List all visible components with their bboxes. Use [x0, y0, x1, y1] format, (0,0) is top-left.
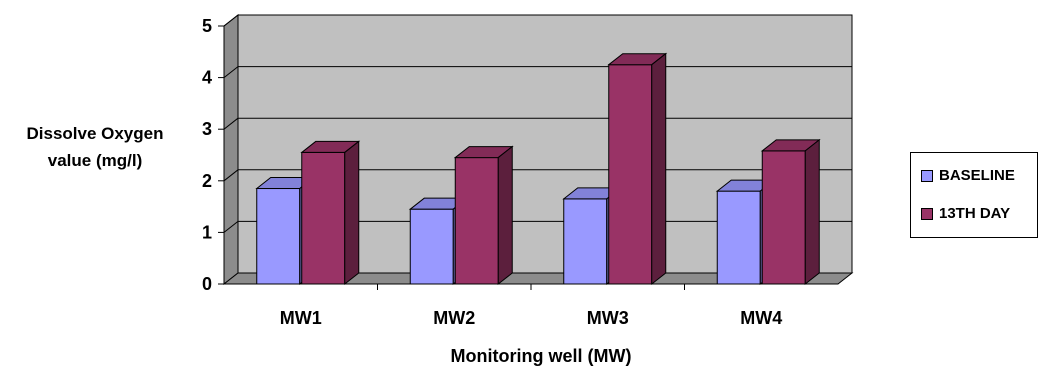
legend-label-baseline: BASELINE: [939, 167, 1015, 184]
x-axis-label: Monitoring well (MW): [451, 346, 632, 366]
y-tick-label: 1: [202, 222, 212, 242]
y-tick-label: 0: [202, 274, 212, 294]
bar-side: [497, 145, 513, 286]
gridline-depth: [223, 14, 239, 27]
legend-swatch-13th-day: [921, 207, 933, 220]
y-tick-label: 4: [202, 68, 212, 88]
legend: BASELINE 13TH DAY: [910, 152, 1038, 238]
x-axis-ticks: MW1 MW2 MW3 MW4: [224, 283, 838, 328]
x-tick-label: MW2: [433, 308, 475, 328]
plot-side-wall: [223, 13, 239, 286]
bar-front: [761, 150, 806, 285]
bar-side: [804, 138, 820, 286]
bar-front: [409, 208, 454, 285]
x-tick-label: MW1: [280, 308, 322, 328]
bar-front: [716, 190, 761, 285]
bar-front: [256, 188, 301, 285]
bar-mw3-13th-day: [607, 52, 668, 286]
x-tick-label: MW3: [587, 308, 629, 328]
bar-mw1-13th-day: [300, 140, 361, 286]
bar-front: [454, 157, 499, 285]
legend-item-13th-day: 13TH DAY: [921, 205, 1010, 222]
bar-side: [651, 52, 667, 286]
bars: [255, 52, 821, 286]
gridline-depth: [223, 66, 239, 78]
y-tick-label: 3: [202, 119, 212, 139]
y-axis-ticks: 0 1 2 3 4 5: [202, 16, 225, 294]
bar-side: [344, 140, 360, 286]
bar-front: [301, 151, 346, 285]
gridline-depth: [223, 221, 239, 233]
legend-swatch-baseline: [921, 169, 933, 182]
y-axis-label-line-1: Dissolve Oxygen: [26, 124, 163, 143]
y-tick-label: 5: [202, 16, 212, 36]
legend-label-13th-day: 13TH DAY: [939, 205, 1011, 222]
bar-front: [608, 64, 653, 285]
gridline-depth: [223, 169, 239, 182]
y-tick-label: 2: [202, 171, 212, 191]
bar-front: [563, 198, 608, 285]
bar-mw2-13th-day: [453, 145, 514, 286]
y-axis-label-line-2: value (mg/l): [48, 151, 142, 170]
legend-item-baseline: BASELINE: [921, 167, 1015, 184]
x-tick-label: MW4: [740, 308, 782, 328]
bar-mw4-13th-day: [760, 138, 821, 286]
gridline-depth: [223, 117, 239, 130]
